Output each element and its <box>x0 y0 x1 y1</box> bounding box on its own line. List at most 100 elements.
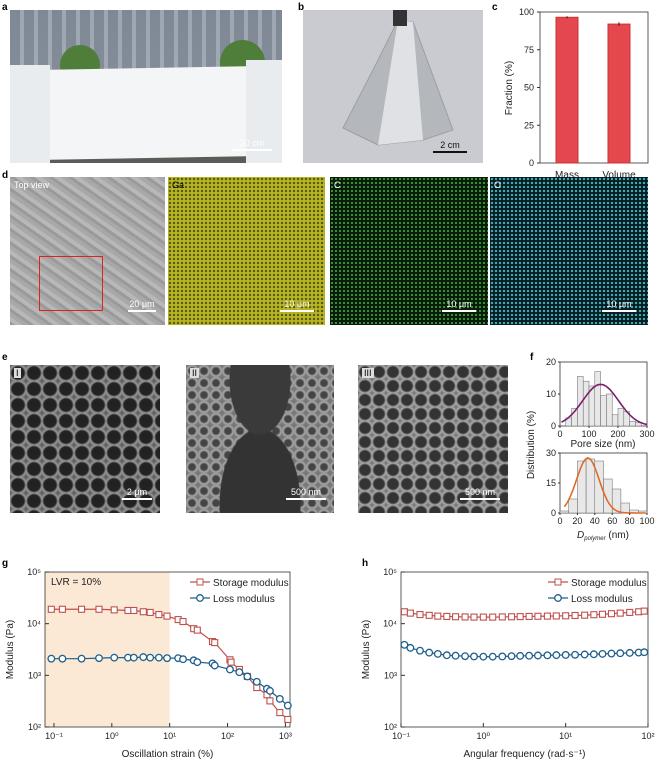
data-point-loss <box>400 640 409 649</box>
scale-bar: 10 μm <box>280 299 314 312</box>
x-tick-label: 0 <box>557 429 562 439</box>
histogram-bar <box>617 408 625 427</box>
data-point-loss <box>235 668 244 677</box>
data-point-storage <box>139 608 147 616</box>
data-point-loss <box>442 651 451 660</box>
data-point-loss <box>193 658 202 667</box>
scale-bar: 10 μm <box>442 299 476 312</box>
x-tick-label: 20 <box>572 516 582 526</box>
x-axis-title: Pore size (nm) <box>570 439 635 450</box>
image-tag: I <box>14 368 21 378</box>
y-tick-label: 10³ <box>28 670 41 680</box>
data-point-storage <box>47 605 55 613</box>
series-line-storage <box>404 610 645 618</box>
x-tick-label: 100 <box>581 429 596 439</box>
y-tick-label: 0 <box>551 421 556 431</box>
sem-image-ii: II 500 nm <box>186 365 334 513</box>
panel-label-h: h <box>362 558 369 569</box>
sem-image-iii: III 500 nm <box>358 365 508 513</box>
scale-label: 10 μm <box>284 299 310 309</box>
sem-image-i: I 2 μm <box>10 365 160 513</box>
image-tag: O <box>494 180 502 190</box>
data-point-storage <box>640 607 648 615</box>
data-point-storage <box>461 613 469 621</box>
data-point-storage <box>616 609 624 617</box>
y-tick-label: 10³ <box>384 670 397 680</box>
data-point-storage <box>78 605 86 613</box>
data-point-loss <box>433 649 442 658</box>
scale-bar: 10 μm <box>602 299 636 312</box>
histogram-bar <box>582 380 590 427</box>
data-point-storage <box>425 611 433 619</box>
x-tick-label: 10⁻¹ <box>392 731 410 741</box>
data-point-storage <box>227 658 235 666</box>
data-point-loss <box>479 652 488 661</box>
y-tick-label: 10 <box>546 389 556 399</box>
y-axis-title: Modulus (Pa) <box>361 620 372 679</box>
histogram-bar <box>635 422 642 427</box>
data-point-loss <box>283 701 292 710</box>
data-point-loss <box>625 648 634 657</box>
scale-label: 10 μm <box>606 299 632 309</box>
x-tick-label: 10⁰ <box>105 731 119 741</box>
data-point-loss <box>265 686 274 695</box>
data-point-loss <box>525 651 534 660</box>
histogram-bar <box>611 488 622 514</box>
x-axis-title-sub: polymer <box>583 536 606 542</box>
data-point-storage <box>163 612 171 620</box>
histogram-bar <box>585 458 596 514</box>
x-tick-label: 200 <box>610 429 625 439</box>
fit-curve <box>563 457 646 514</box>
histogram-bar <box>600 395 607 427</box>
scale-label: 500 nm <box>464 487 496 497</box>
data-point-loss <box>210 661 219 670</box>
data-point-storage <box>562 612 570 620</box>
panel-label-a: a <box>2 2 8 13</box>
data-point-loss <box>561 651 570 659</box>
data-point-loss <box>77 654 86 663</box>
data-point-storage <box>525 612 533 620</box>
legend-label: Storage modulus <box>571 578 647 589</box>
data-point-loss <box>580 650 589 659</box>
scale-bar: 2 μm <box>122 487 152 500</box>
data-point-loss <box>58 654 67 663</box>
data-point-storage <box>581 611 589 619</box>
panel-label-d: d <box>2 170 9 181</box>
data-point-storage <box>146 608 154 616</box>
scale-bar: 20 cm <box>232 138 272 151</box>
data-point-storage <box>543 612 551 620</box>
y-axis-title: Modulus (Pa) <box>5 620 16 679</box>
data-point-storage <box>479 613 487 621</box>
data-point-storage <box>489 613 497 621</box>
histogram-bar <box>620 502 630 514</box>
y-tick-label: 10² <box>28 722 41 732</box>
x-tick-label: 300 <box>639 429 654 439</box>
data-point-storage <box>470 613 478 621</box>
data-point-storage <box>443 612 451 620</box>
y-tick-label: 100 <box>519 7 534 17</box>
data-point-storage <box>211 639 219 647</box>
legend-label: Loss modulus <box>571 594 633 605</box>
white-sheet <box>50 66 246 160</box>
y-tick-label: 75 <box>524 45 534 55</box>
data-point-storage <box>130 606 138 615</box>
eds-map-o: O 10 μm <box>490 177 648 325</box>
legend-marker-circle <box>554 594 562 602</box>
data-point-storage <box>607 610 616 618</box>
y-tick-label: 50 <box>524 83 534 93</box>
data-point-loss <box>179 655 187 664</box>
lvr-annotation: LVR = 10% <box>51 577 101 588</box>
plot-frame <box>400 571 649 728</box>
data-point-loss <box>616 649 625 658</box>
data-point-loss <box>451 651 460 660</box>
selection-box <box>39 256 103 311</box>
legend-marker-square <box>554 578 562 586</box>
data-point-loss <box>516 651 525 660</box>
plot-frame <box>44 571 291 728</box>
scale-bar: 2 cm <box>433 140 467 153</box>
data-point-loss <box>507 652 516 661</box>
histogram-bar <box>559 510 569 514</box>
data-point-storage <box>498 613 506 621</box>
person-left <box>10 65 50 163</box>
